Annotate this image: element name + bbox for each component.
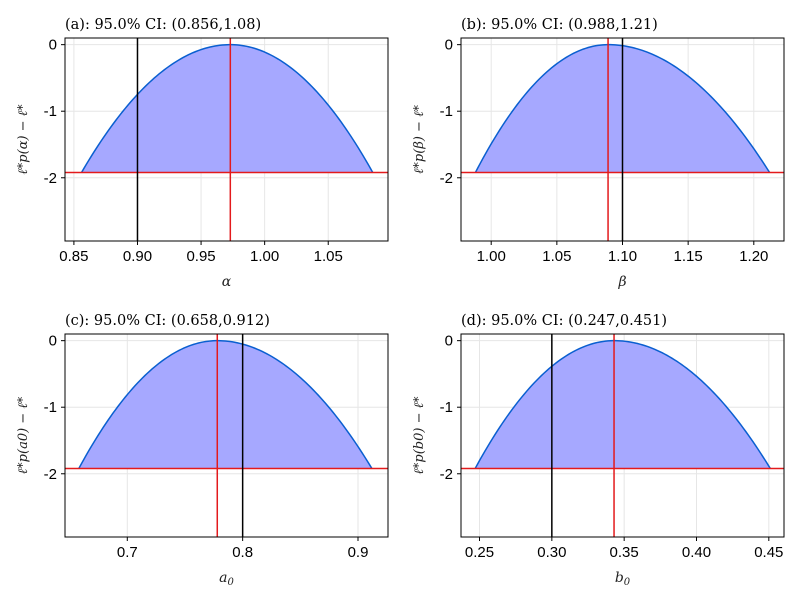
y-tick-label-d-1: -1	[440, 399, 453, 416]
y-axis-label-a: ℓ*p(α) − ℓ*	[16, 104, 31, 175]
y-tick-label-a-1: -1	[44, 103, 57, 120]
x-tick-label-a-2: 0.95	[186, 248, 215, 265]
profile-area-a	[81, 44, 373, 173]
profile-curve-a	[80, 43, 374, 173]
panel-c: 0.7 0.8 0.9 0 -1 -2 (c): 95.0% CI: (0.658,0.91…	[16, 313, 389, 588]
panel-title-a: (a): 95.0% CI: (0.856,1.08)	[65, 17, 261, 33]
plot-frame-c	[64, 333, 389, 538]
y-axis-label-c: ℓ*p(a0) − ℓ*	[16, 396, 31, 474]
profile-curve-d	[474, 339, 771, 469]
x-tick-label-a-3: 1.00	[250, 248, 279, 265]
x-tick-label-b-4: 1.20	[739, 248, 768, 265]
panel-b: 1.00 1.05 1.10 1.15 1.20 0 -1 -2 (b): 95.0% CI: …	[412, 17, 785, 290]
panel-a: 0.85 0.90 0.95 1.00 1.05 0 -1 -2 (a): 95.0% CI: …	[16, 17, 389, 290]
x-tick-label-c-0: 0.7	[117, 544, 138, 561]
panel-title-b: (b): 95.0% CI: (0.988,1.21)	[461, 17, 658, 33]
y-tick-label-b-1: -1	[440, 103, 453, 120]
y-tick-label-c-0: 0	[49, 333, 57, 350]
x-tick-label-d-4: 0.45	[754, 544, 783, 561]
y-tick-label-d-2: -2	[440, 466, 453, 483]
plot-frame-a	[64, 37, 389, 242]
y-axis-label-d: ℓ*p(b0) − ℓ*	[412, 396, 427, 475]
x-tick-label-a-0: 0.85	[59, 248, 88, 265]
x-tick-label-c-1: 0.8	[232, 544, 253, 561]
x-axis-label-a: α	[222, 274, 232, 290]
panel-d: 0.25 0.30 0.35 0.40 0.45 0 -1 -2 (d): 95.0% CI: …	[412, 313, 785, 588]
x-axis-label-c: a0	[219, 570, 234, 588]
y-tick-label-b-0: 0	[445, 37, 453, 54]
x-tick-label-d-2: 0.35	[610, 544, 639, 561]
profile-area-d	[475, 340, 771, 469]
x-axis-label-b: β	[617, 274, 626, 290]
y-axis-label-b: ℓ*p(β) − ℓ*	[412, 105, 427, 174]
y-tick-label-b-2: -2	[440, 170, 453, 187]
x-tick-label-d-1: 0.30	[537, 544, 566, 561]
x-tick-label-a-1: 0.90	[123, 248, 152, 265]
profile-area-c	[78, 340, 372, 469]
x-tick-label-d-3: 0.40	[682, 544, 711, 561]
y-tick-label-a-2: -2	[44, 170, 57, 187]
panel-title-d: (d): 95.0% CI: (0.247,0.451)	[461, 313, 667, 329]
x-tick-label-b-2: 1.10	[608, 248, 637, 265]
x-tick-label-c-2: 0.9	[348, 544, 369, 561]
y-tick-label-c-1: -1	[44, 399, 57, 416]
plot-frame-d	[460, 333, 785, 538]
y-tick-label-a-0: 0	[49, 37, 57, 54]
x-axis-label-d: b0	[615, 570, 631, 588]
profile-curve-c	[78, 339, 373, 469]
x-tick-label-d-0: 0.25	[465, 544, 494, 561]
x-tick-label-a-4: 1.05	[314, 248, 343, 265]
y-tick-label-d-0: 0	[445, 333, 453, 350]
x-tick-label-b-3: 1.15	[674, 248, 703, 265]
x-tick-label-b-0: 1.00	[477, 248, 506, 265]
x-tick-label-b-1: 1.05	[542, 248, 571, 265]
y-tick-label-c-2: -2	[44, 466, 57, 483]
panel-title-c: (c): 95.0% CI: (0.658,0.912)	[65, 313, 270, 329]
